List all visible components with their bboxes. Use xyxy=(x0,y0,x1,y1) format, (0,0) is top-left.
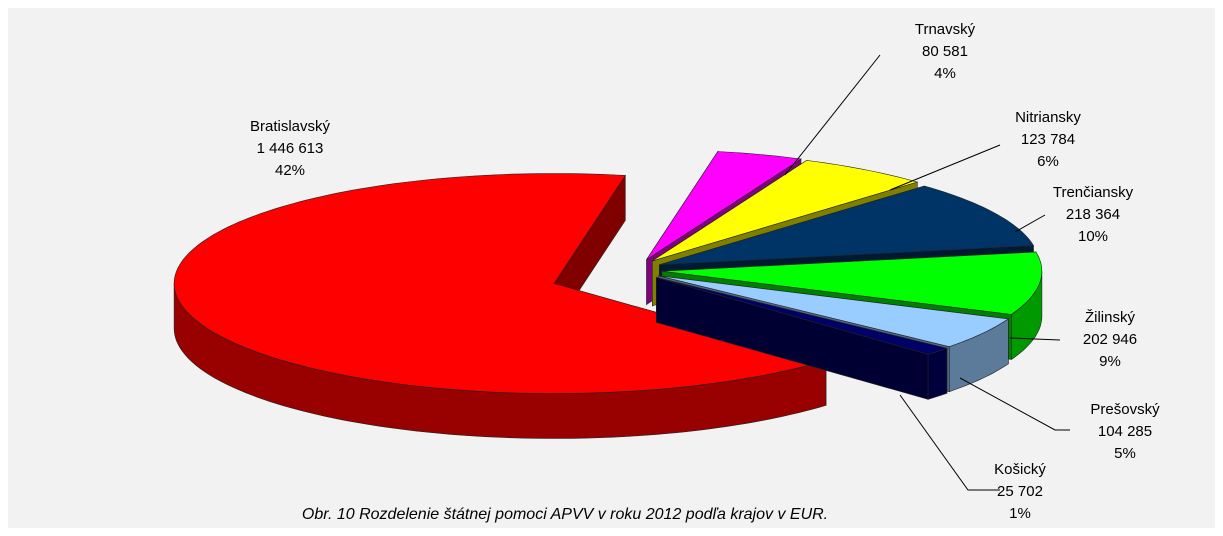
leader-line xyxy=(1014,214,1046,233)
leader-line xyxy=(899,394,1000,491)
label-value: 25 702 xyxy=(997,483,1043,500)
slice xyxy=(659,185,1035,266)
label-name: Nitriansky xyxy=(1015,109,1081,126)
slice-rim xyxy=(927,347,948,400)
caption: Obr. 10 Rozdelenie štátnej pomoci APVV v… xyxy=(302,506,828,523)
slice xyxy=(658,275,1010,348)
leader-line xyxy=(889,144,1001,191)
label-value: 1 446 613 xyxy=(257,140,324,157)
label-value: 104 285 xyxy=(1098,423,1152,440)
label-name: Žilinský xyxy=(1085,309,1136,326)
label-value: 202 946 xyxy=(1083,331,1137,348)
label-percent: 5% xyxy=(1114,445,1136,462)
label-percent: 42% xyxy=(275,162,305,179)
label-percent: 1% xyxy=(1009,505,1031,522)
slice xyxy=(656,277,948,355)
slice xyxy=(646,151,802,260)
label-percent: 9% xyxy=(1099,353,1121,370)
label-percent: 10% xyxy=(1078,228,1108,245)
labels: Bratislavský 1 446 613 42% Trnavský 80 581 4%… xyxy=(250,21,1160,522)
slice xyxy=(661,251,1043,315)
label-value: 123 784 xyxy=(1021,131,1075,148)
label-value: 218 364 xyxy=(1066,206,1120,223)
leader-line xyxy=(1009,337,1061,341)
label-name: Košický xyxy=(994,461,1046,478)
pie xyxy=(173,150,1043,439)
leader-line xyxy=(959,377,1070,431)
slice xyxy=(173,173,828,394)
label-percent: 4% xyxy=(934,65,956,82)
label-value: 80 581 xyxy=(922,43,968,60)
label-name: Trnavský xyxy=(915,21,976,38)
leader-line xyxy=(784,54,881,176)
label-percent: 6% xyxy=(1037,153,1059,170)
label-name: Prešovský xyxy=(1090,401,1160,418)
label-name: Trenčiansky xyxy=(1053,184,1134,201)
label-name: Bratislavský xyxy=(250,118,331,135)
slice xyxy=(652,160,919,262)
